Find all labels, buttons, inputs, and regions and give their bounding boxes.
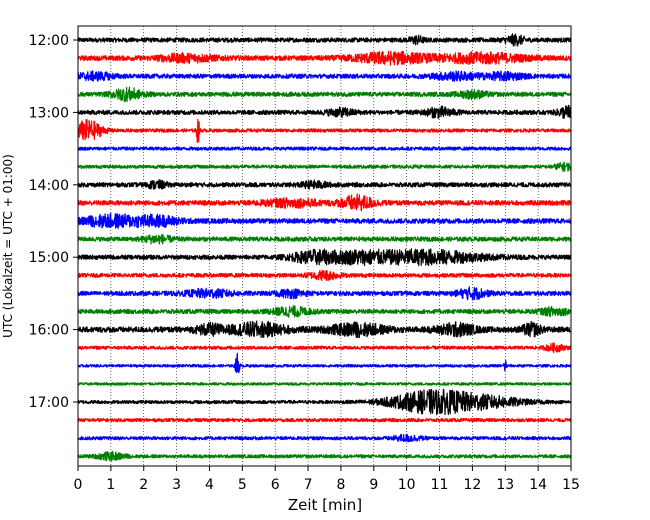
trace-line — [77, 352, 572, 374]
trace-line — [77, 33, 572, 47]
trace-line — [77, 382, 572, 386]
x-axis: 0 1 2 3 4 5 6 7 8 9 10 11 12 13 14 15 — [74, 466, 580, 493]
trace-line — [77, 388, 572, 416]
trace-line — [77, 212, 572, 229]
x-tick-label: 15 — [562, 477, 580, 493]
x-tick-label: 14 — [529, 477, 547, 493]
trace-line — [77, 86, 572, 103]
trace-line — [77, 178, 572, 190]
y-tick-label: 14:00 — [29, 178, 69, 194]
trace-layer — [77, 33, 572, 462]
trace-line — [77, 233, 572, 245]
plot-frame — [77, 25, 572, 467]
trace-line — [77, 161, 572, 173]
trace-line — [77, 269, 572, 282]
x-tick-label: 8 — [336, 477, 345, 493]
x-tick-label: 9 — [369, 477, 378, 493]
x-tick-label: 11 — [431, 477, 449, 493]
trace-line — [77, 193, 572, 212]
trace-line — [77, 286, 572, 301]
grid-layer — [110, 26, 539, 466]
x-tick-label: 5 — [238, 477, 247, 493]
y-tick-label: 17:00 — [29, 395, 69, 411]
trace-line — [77, 450, 572, 462]
x-tick-label: 7 — [304, 477, 313, 493]
y-tick-label: 12:00 — [29, 33, 69, 49]
trace-line — [77, 248, 572, 267]
x-tick-label: 4 — [205, 477, 214, 493]
x-tick-label: 12 — [463, 477, 481, 493]
trace-line — [77, 320, 572, 339]
trace-line — [77, 342, 572, 354]
x-tick-label: 2 — [139, 477, 148, 493]
x-tick-label: 10 — [398, 477, 416, 493]
trace-line — [77, 70, 572, 82]
x-tick-label: 6 — [271, 477, 280, 493]
x-tick-label: 13 — [496, 477, 514, 493]
trace-line — [77, 305, 572, 318]
x-tick-label: 0 — [74, 477, 83, 493]
trace-line — [77, 104, 572, 120]
x-axis-label: Zeit [min] — [288, 496, 362, 514]
trace-line — [77, 50, 572, 66]
y-axis: 12:00 13:00 14:00 15:00 16:00 17:00 — [29, 33, 78, 411]
y-tick-label: 13:00 — [29, 105, 69, 121]
x-tick-label: 1 — [106, 477, 115, 493]
trace-line — [77, 146, 572, 151]
y-tick-label: 15:00 — [29, 250, 69, 266]
trace-line — [77, 118, 572, 143]
trace-line — [77, 417, 572, 423]
y-tick-label: 16:00 — [29, 323, 69, 339]
trace-line — [77, 433, 572, 443]
y-axis-label: UTC (Lokalzeit = UTC + 01:00) — [1, 154, 15, 338]
x-tick-label: 3 — [172, 477, 181, 493]
